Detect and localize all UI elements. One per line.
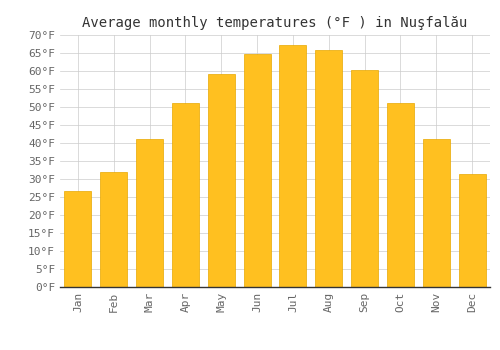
Title: Average monthly temperatures (°F ) in Nuşfalău: Average monthly temperatures (°F ) in Nu… bbox=[82, 16, 468, 30]
Bar bbox=[244, 55, 270, 287]
Bar bbox=[100, 172, 127, 287]
Bar bbox=[387, 103, 414, 287]
Bar bbox=[136, 139, 163, 287]
Bar bbox=[208, 74, 234, 287]
Bar bbox=[458, 174, 485, 287]
Bar bbox=[316, 50, 342, 287]
Bar bbox=[172, 103, 199, 287]
Bar bbox=[351, 70, 378, 287]
Bar bbox=[64, 191, 92, 287]
Bar bbox=[423, 139, 450, 287]
Bar bbox=[280, 46, 306, 287]
